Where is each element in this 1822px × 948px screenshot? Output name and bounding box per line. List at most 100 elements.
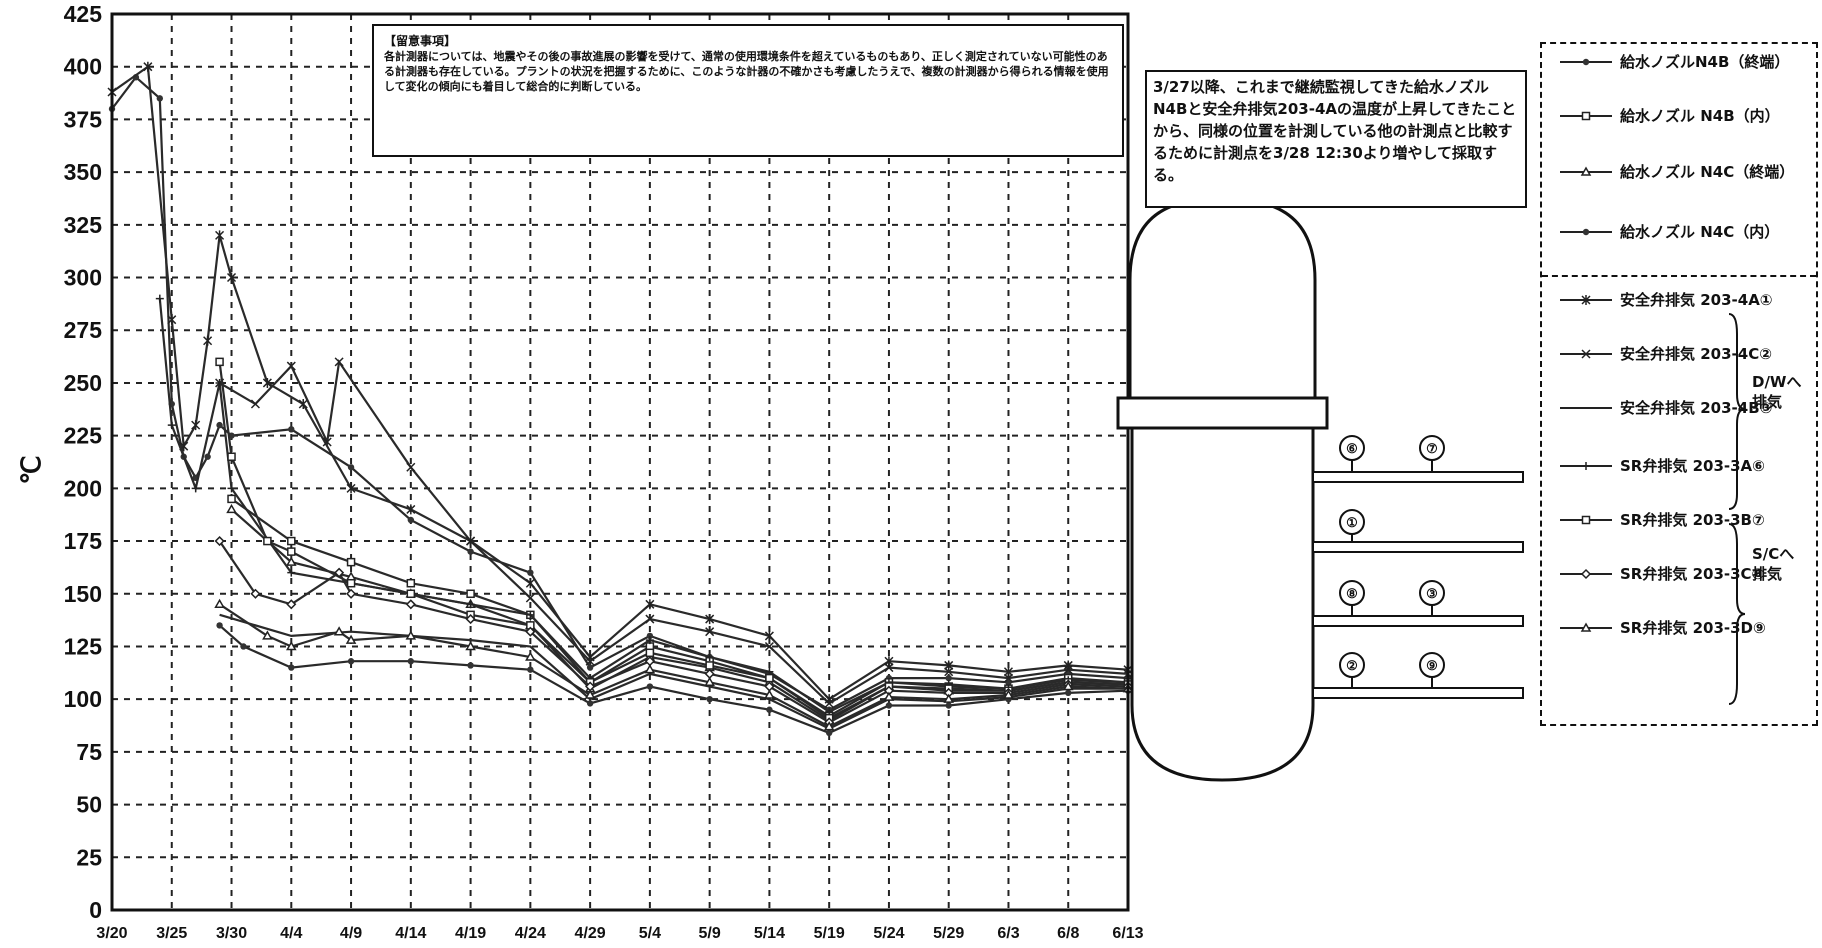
series-point	[298, 399, 308, 410]
series-point	[215, 230, 225, 241]
series-point	[214, 598, 225, 609]
legend-label: 安全弁排気 203-4B③	[1620, 399, 1773, 417]
series-point	[584, 689, 596, 699]
series-point	[704, 676, 715, 687]
series-point	[467, 548, 474, 555]
tag-circle	[1419, 652, 1445, 678]
series-point	[645, 636, 654, 645]
series-line	[158, 298, 1129, 714]
callout-box: 3/27以降、これまで継続監視してきた給水ノズルN4Bと安全弁排気203-4Aの…	[1145, 70, 1527, 208]
series-point	[465, 640, 476, 651]
series-point	[1065, 689, 1072, 697]
series-point	[406, 504, 416, 515]
legend-swatch	[1560, 349, 1612, 359]
legend-marker	[1582, 228, 1590, 236]
series-point	[287, 536, 296, 546]
series-point	[334, 567, 345, 578]
series-point	[250, 588, 261, 599]
series-line	[111, 64, 1129, 701]
legend-swatch	[1560, 407, 1612, 409]
series-point	[646, 632, 654, 640]
chart-grid	[112, 14, 1128, 910]
tag-label: ⑥	[1346, 441, 1358, 456]
series-point	[262, 630, 273, 640]
series-point	[883, 691, 895, 701]
series-point	[525, 578, 535, 589]
y-tick-label: 100	[64, 686, 102, 712]
legend-label: SR弁排気 203-3D⑨	[1620, 619, 1766, 637]
chart-series	[107, 61, 1134, 737]
y-tick-label: 50	[76, 792, 102, 818]
series-point	[226, 272, 237, 283]
series-point	[527, 569, 534, 576]
series-point	[227, 452, 236, 461]
series-point	[226, 503, 237, 514]
notes-box: 【留意事項】 各計測器については、地震やその後の事故進展の影響を受けて、通常の使…	[372, 24, 1124, 157]
legend-marker	[1580, 622, 1592, 632]
series-point	[240, 643, 247, 650]
series-point	[525, 626, 536, 637]
y-tick-label: 225	[64, 423, 103, 449]
series-10	[214, 535, 1134, 728]
series-point	[824, 698, 834, 708]
series-point	[345, 571, 357, 581]
legend-marker	[1581, 515, 1591, 525]
series-point	[705, 627, 715, 637]
series-point	[406, 589, 416, 599]
callout-text: 3/27以降、これまで継続監視してきた給水ノズルN4Bと安全弁排気203-4Aの…	[1153, 78, 1517, 184]
series-point	[346, 483, 356, 494]
series-point	[645, 648, 655, 658]
y-tick-label: 250	[64, 370, 102, 396]
series-11	[214, 598, 1134, 731]
vessel-head	[1128, 198, 1317, 402]
y-tick-label: 375	[64, 106, 103, 132]
plot-frame	[110, 12, 1130, 912]
series-point	[346, 557, 356, 567]
series-point	[525, 593, 535, 603]
series-1	[108, 74, 1132, 713]
series-point	[585, 656, 595, 666]
series-point	[334, 357, 344, 367]
x-tick-label: 4/9	[340, 925, 362, 942]
series-point	[322, 437, 332, 447]
series-point	[467, 662, 474, 669]
series-point	[1063, 665, 1073, 675]
legend-swatch	[1560, 111, 1612, 121]
tag-label: ③	[1426, 586, 1438, 601]
series-point	[705, 661, 714, 670]
x-axis-ticks: 3/20 3/25 3/30 4/4 4/9 4/14 4/19 4/24 4/29 5/4 5/9…	[96, 925, 1143, 942]
x-tick-label: 5/9	[699, 925, 721, 942]
notes-body: 各計測器については、地震やその後の事故進展の影響を受けて、通常の使用環境条件を超…	[384, 50, 1109, 93]
series-point	[465, 614, 476, 625]
series-point	[884, 663, 894, 673]
series-point	[288, 426, 295, 433]
series-point	[466, 589, 475, 599]
x-tick-label: 6/8	[1057, 925, 1079, 942]
x-tick-label: 5/29	[933, 925, 964, 942]
series-point	[765, 673, 774, 683]
legend: 給水ノズルN4B（終端） 給水ノズル N4B（内） 給水ノズル N4C（終端） 給水ノ…	[1540, 42, 1818, 726]
series-point	[825, 729, 833, 737]
series-point	[216, 622, 223, 629]
series-point	[945, 702, 952, 709]
y-tick-label: 300	[64, 265, 102, 291]
series-point	[943, 693, 954, 703]
series-point	[346, 578, 356, 588]
legend-label: 給水ノズル N4B（内）	[1620, 107, 1780, 125]
series-point	[525, 651, 536, 661]
legend-marker	[1580, 568, 1592, 580]
tag-circle	[1339, 435, 1365, 461]
legend-swatch	[1560, 58, 1612, 66]
reactor-vessel-diagram	[1116, 198, 1524, 782]
series-point	[1003, 689, 1014, 699]
series-point	[407, 516, 415, 524]
series-point	[214, 535, 225, 547]
tag-label: ⑧	[1346, 586, 1358, 601]
series-point	[945, 674, 952, 682]
series-point	[644, 664, 656, 674]
legend-label: SR弁排気 203-3A⑥	[1620, 457, 1765, 475]
series-point	[204, 453, 211, 460]
series-point	[288, 664, 295, 671]
tag-circle	[1339, 509, 1365, 535]
legend-separator	[1542, 275, 1816, 277]
